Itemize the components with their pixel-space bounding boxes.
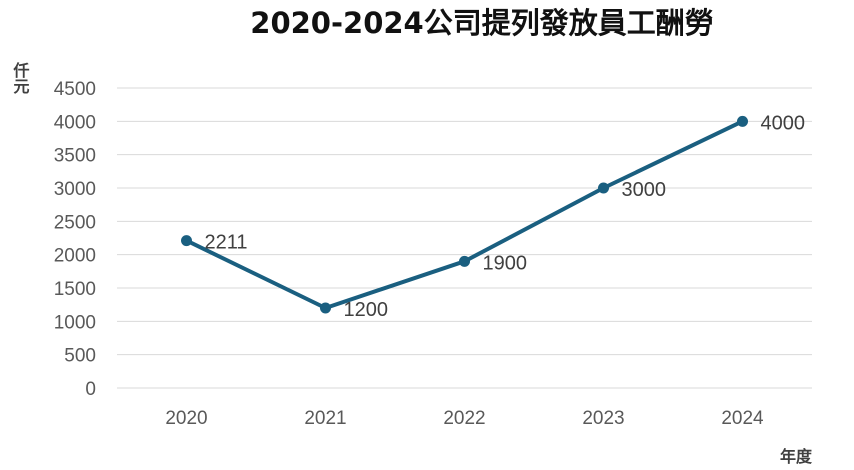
data-point xyxy=(598,182,609,194)
y-tick-label: 4000 xyxy=(54,112,96,133)
series-line xyxy=(184,119,745,310)
data-point xyxy=(320,302,331,314)
y-tick-label: 500 xyxy=(64,346,96,367)
x-axis-title: 年度 xyxy=(780,447,813,466)
data-label: 1200 xyxy=(344,299,389,321)
y-tick-label: 2500 xyxy=(54,212,96,233)
data-point xyxy=(181,235,192,247)
y-tick-label: 3500 xyxy=(54,146,96,167)
y-tick-label: 1500 xyxy=(54,279,96,300)
data-label: 1900 xyxy=(483,252,528,274)
x-tick-label: 2024 xyxy=(721,408,764,429)
data-label: 2211 xyxy=(205,232,248,254)
data-label: 3000 xyxy=(622,179,667,201)
y-tick-label: 0 xyxy=(85,379,96,400)
chart-title: 2020-2024公司提列發放員工酬勞 xyxy=(250,6,713,40)
x-tick-label: 2022 xyxy=(443,408,485,429)
x-tick-labels: 2020 2021 2022 2023 2024 xyxy=(165,408,764,429)
y-tick-label: 1000 xyxy=(54,312,96,333)
data-series xyxy=(181,115,748,314)
data-labels: 2211 1200 1900 3000 4000 xyxy=(205,112,806,321)
x-tick-label: 2023 xyxy=(582,408,624,429)
y-tick-label: 2000 xyxy=(54,246,96,267)
x-tick-label: 2021 xyxy=(304,408,346,429)
x-tick-label: 2020 xyxy=(165,408,207,429)
data-point xyxy=(459,255,470,267)
y-axis-title: 仟元 xyxy=(11,61,31,94)
y-tick-label: 3000 xyxy=(54,179,96,200)
gridlines xyxy=(117,87,812,389)
y-tick-label: 4500 xyxy=(54,79,96,100)
data-point xyxy=(737,115,748,127)
data-label: 4000 xyxy=(761,112,806,134)
y-tick-labels: 0 500 1000 1500 2000 2500 3000 3500 4000 4500 xyxy=(54,79,96,400)
